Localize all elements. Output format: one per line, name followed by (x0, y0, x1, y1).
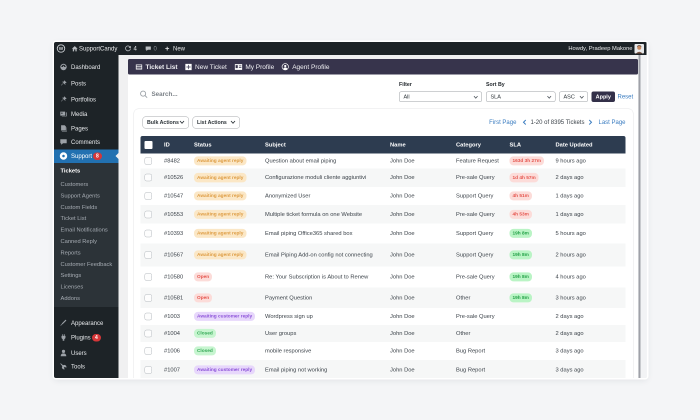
svg-text:W: W (59, 46, 64, 52)
